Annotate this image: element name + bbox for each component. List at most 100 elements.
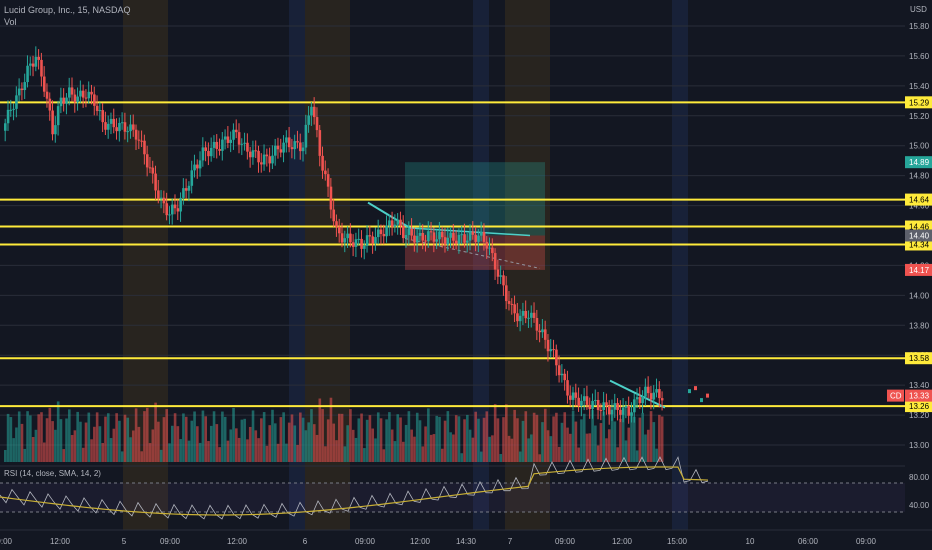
candle-body <box>432 232 436 242</box>
candle-body <box>482 232 486 242</box>
volume-bar <box>438 416 441 462</box>
candle-body <box>591 400 594 410</box>
candle-body <box>619 409 622 415</box>
price-axis[interactable]: USD15.8015.6015.4015.2015.0014.8014.6014… <box>887 0 932 550</box>
currency-label: USD <box>910 5 927 14</box>
candle-body <box>76 96 79 103</box>
candle-body <box>37 56 40 60</box>
volume-bar <box>646 429 650 462</box>
candle-body <box>410 228 413 236</box>
candle-body <box>552 349 555 351</box>
candle-body <box>329 186 333 210</box>
candle-body <box>215 141 219 150</box>
volume-bar <box>209 425 213 462</box>
volume-bar <box>318 398 322 462</box>
symbol-title[interactable]: Lucid Group, Inc., 15, NASDAQ <box>4 5 131 15</box>
volume-bar <box>145 407 149 462</box>
candle-body <box>276 145 280 150</box>
candle-body <box>4 123 7 131</box>
candle-body <box>240 143 244 145</box>
candle-body <box>404 234 408 239</box>
candle-body <box>42 76 46 92</box>
volume-bar <box>31 436 35 462</box>
volume-bar <box>265 445 269 462</box>
price-tick: 15.60 <box>909 52 930 61</box>
volume-bar <box>332 423 336 462</box>
price-tick: 15.00 <box>909 142 930 151</box>
candle-body <box>332 209 336 222</box>
volume-bar <box>84 422 88 462</box>
candle-body <box>435 239 439 242</box>
candle-body <box>644 386 647 397</box>
volume-bar <box>560 422 564 462</box>
volume-bar <box>87 412 91 462</box>
candle-body <box>471 231 475 235</box>
volume-bar <box>349 409 352 462</box>
candle-body <box>557 365 561 376</box>
candle-body <box>48 98 52 111</box>
candle-body <box>524 310 528 319</box>
volume-bar <box>54 429 57 462</box>
candle-body <box>118 122 121 132</box>
volume-bar <box>218 447 221 462</box>
volume-bar <box>463 419 466 462</box>
candle-body <box>382 233 386 237</box>
candle-body <box>343 238 347 243</box>
volume-bar <box>605 438 608 462</box>
volume-bar <box>326 419 330 462</box>
candle-body <box>173 204 177 209</box>
volume-bar <box>621 412 625 462</box>
volume-bar <box>26 411 29 462</box>
candle-body <box>40 59 43 77</box>
price-badge-label: 13.33 <box>909 392 930 401</box>
volume-bar <box>466 414 469 462</box>
volume-bar <box>421 446 425 462</box>
candle-body <box>541 329 544 333</box>
volume-bar <box>321 409 324 462</box>
position-tool[interactable] <box>404 162 545 270</box>
level-badge <box>905 400 932 413</box>
volume-bar <box>532 412 536 462</box>
volume-bar <box>315 434 319 462</box>
candle-body <box>31 63 35 67</box>
volume-legend[interactable]: Vol <box>4 17 17 27</box>
volume-bar <box>507 435 511 462</box>
candle-body <box>251 150 255 158</box>
volume-bar <box>254 430 258 462</box>
volume-bar <box>580 419 583 462</box>
candle-body <box>243 142 246 144</box>
candle-body <box>204 147 207 151</box>
candle-body <box>491 247 494 254</box>
volume-bar <box>285 443 288 462</box>
level-badge-label: 14.34 <box>909 240 930 249</box>
volume-bar <box>95 412 99 462</box>
price-tick: 13.40 <box>909 381 930 390</box>
candle-body <box>235 129 238 133</box>
candle-body <box>132 124 135 130</box>
volume-bar <box>582 413 586 462</box>
rsi-tick: 40.00 <box>909 501 930 510</box>
volume-bar <box>402 441 405 462</box>
volume-bar <box>399 417 402 462</box>
candle-body <box>452 232 455 241</box>
volume-bar <box>282 412 285 462</box>
volume-bar <box>594 425 597 462</box>
volume-bar <box>505 404 508 462</box>
volume-bar <box>435 415 439 462</box>
horizontal-levels[interactable] <box>0 101 905 408</box>
candle-body <box>488 247 491 249</box>
candle-body <box>59 97 63 107</box>
volume-bar <box>379 418 383 462</box>
volume-bar <box>641 412 644 462</box>
volume-bar <box>148 443 152 462</box>
candle-body <box>402 225 405 239</box>
candle-body <box>700 398 703 403</box>
candle-body <box>349 233 352 243</box>
volume-bar <box>101 442 105 462</box>
candle-body <box>151 167 155 174</box>
time-tick: 14:30 <box>456 537 477 546</box>
time-axis[interactable]: 09:00 12:00 5 09:00 12:00 6 09:00 12:00 14:30 7 09… <box>0 529 932 546</box>
candle-body <box>505 285 508 302</box>
volume-bar <box>51 421 54 462</box>
